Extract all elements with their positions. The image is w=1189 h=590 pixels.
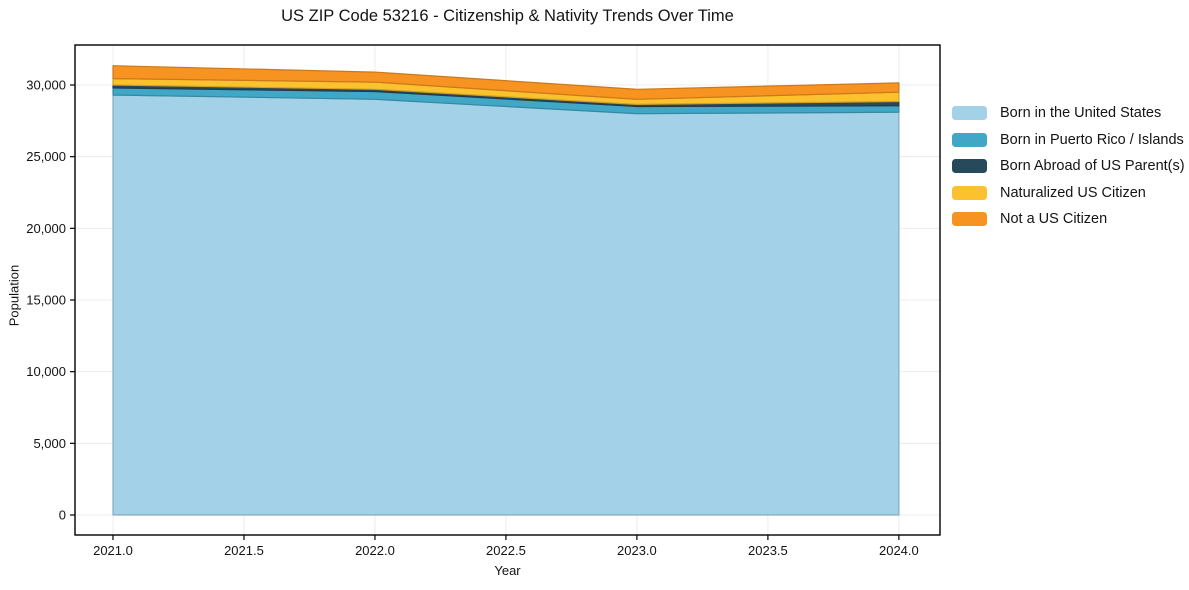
y-tick-label: 25,000 [26,149,66,164]
area-series [112,94,900,516]
legend-item: Naturalized US Citizen [952,184,1185,201]
chart-title: US ZIP Code 53216 - Citizenship & Nativi… [281,7,734,25]
x-tick-label: 2023.0 [617,543,657,558]
y-tick-label: 30,000 [26,78,66,93]
plot-border [74,44,941,536]
y-tick-label: 15,000 [26,293,66,308]
y-tick-label: 0 [59,508,66,523]
legend: Born in the United States Born in Puerto … [952,106,1185,226]
legend-label: Not a US Citizen [1000,211,1108,227]
legend-item: Born in Puerto Rico / Islands [952,131,1185,148]
legend-swatch [952,132,987,147]
legend-swatch [952,106,987,120]
legend-item: Born in the United States [952,106,1185,120]
legend-label: Born in the United States [1000,105,1162,121]
legend-item: Not a US Citizen [952,212,1185,226]
legend-label: Born in Puerto Rico / Islands [1000,131,1184,148]
y-tick-label: 10,000 [26,364,66,379]
legend-label: Naturalized US Citizen [1000,184,1146,201]
legend-swatch [952,159,987,173]
y-tick-label: 5,000 [33,436,66,451]
legend-swatch [952,212,987,226]
x-axis-label: Year [494,563,521,578]
legend-item: Born Abroad of US Parent(s) [952,159,1185,173]
x-tick-label: 2022.0 [355,543,395,558]
x-tick-label: 2022.5 [486,543,526,558]
area-series [112,65,900,100]
legend-label: Born Abroad of US Parent(s) [1000,158,1185,174]
x-tick-label: 2021.5 [224,543,264,558]
x-tick-label: 2023.5 [748,543,788,558]
legend-swatch [952,185,987,200]
y-tick-label: 20,000 [26,221,66,236]
x-tick-label: 2021.0 [93,543,133,558]
x-tick-label: 2024.0 [879,543,919,558]
